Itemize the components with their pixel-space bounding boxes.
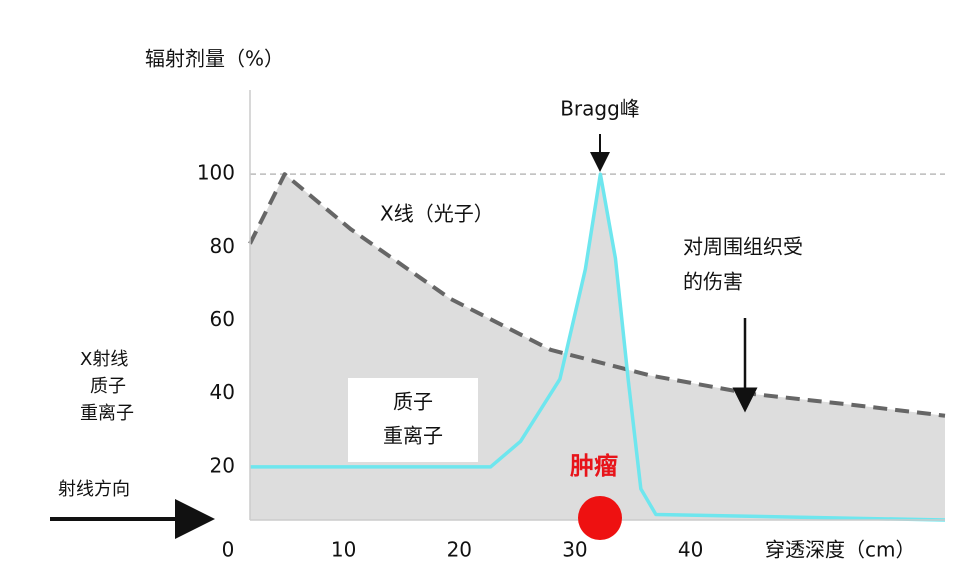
legend-label: X线（光子） — [380, 202, 494, 226]
y-tick-label: 40 — [210, 380, 235, 404]
y-tick-label: 20 — [210, 453, 235, 477]
annotation: X射线 — [80, 349, 128, 370]
x-tick-label: 30 — [562, 538, 587, 562]
annotation: 质子 — [90, 376, 126, 397]
y-tick-label: 80 — [210, 234, 235, 258]
annotation: 的伤害 — [683, 270, 743, 294]
annotation: 质子 — [393, 390, 433, 414]
x-tick-label: 10 — [331, 538, 356, 562]
line — [249, 172, 946, 522]
x-tick-label: 0 — [222, 538, 235, 562]
annotation: 肿瘤 — [570, 452, 618, 480]
annotation: 射线方向 — [58, 479, 130, 500]
x-tick-label: 40 — [678, 538, 703, 562]
x-axis-label: 穿透深度（cm） — [765, 538, 915, 562]
x-tick-label: 20 — [447, 538, 472, 562]
annotation: 重离子 — [80, 403, 134, 424]
area — [249, 174, 945, 520]
y-tick-label: 100 — [197, 161, 235, 185]
annotation: Bragg峰 — [560, 97, 640, 121]
y-tick-label: 60 — [210, 307, 235, 331]
tumor-icon — [578, 496, 622, 540]
line — [248, 172, 946, 418]
annotation: 对周围组织受 — [683, 235, 803, 259]
chart-title: 辐射剂量（%） — [145, 47, 284, 71]
label-box — [348, 378, 478, 462]
annotation: 重离子 — [383, 424, 443, 448]
